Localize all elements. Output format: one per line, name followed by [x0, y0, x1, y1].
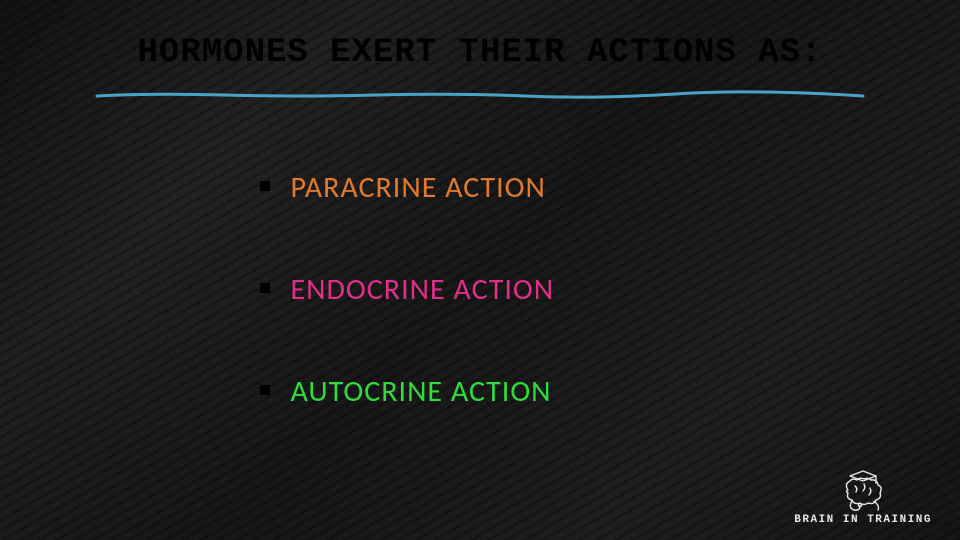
title-underline [95, 90, 865, 100]
bullet-list: PARACRINE ACTION ENDOCRINE ACTION AUTOCR… [260, 170, 900, 476]
square-bullet-icon [260, 385, 270, 395]
list-item: AUTOCRINE ACTION [260, 374, 900, 410]
square-bullet-icon [260, 181, 270, 191]
brain-icon [830, 468, 896, 512]
list-item: PARACRINE ACTION [260, 170, 900, 206]
brand-logo: BRAIN IN TRAINING [794, 468, 932, 526]
list-item-label: AUTOCRINE ACTION [290, 373, 551, 410]
underline-path [97, 92, 863, 97]
list-item-label: ENDOCRINE ACTION [290, 271, 554, 308]
brand-logo-text: BRAIN IN TRAINING [794, 514, 932, 526]
list-item-label: PARACRINE ACTION [290, 169, 545, 206]
list-item: ENDOCRINE ACTION [260, 272, 900, 308]
slide-title: HORMONES EXERT THEIR ACTIONS AS: [0, 34, 960, 72]
square-bullet-icon [260, 283, 270, 293]
